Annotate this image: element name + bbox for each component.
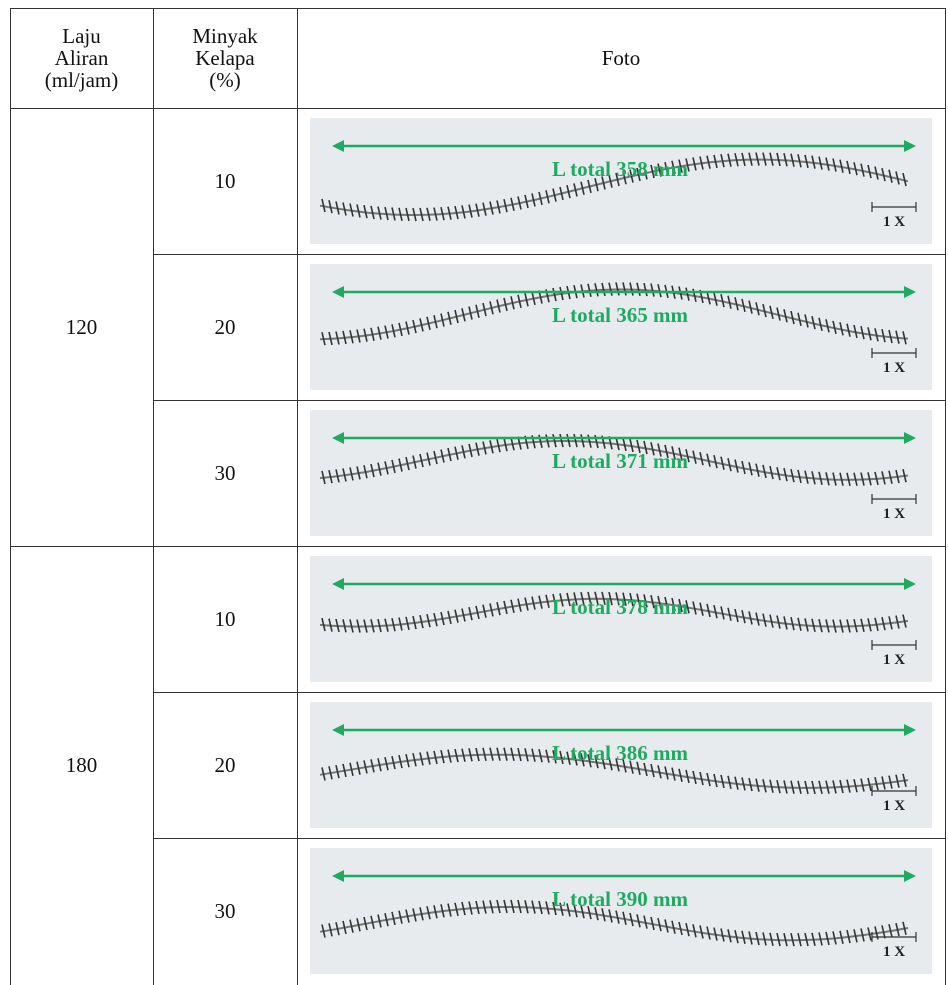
header-text: Aliran bbox=[55, 47, 109, 69]
scale-label: 1 X bbox=[883, 360, 905, 376]
photo: L total 386 mm 1 X bbox=[310, 702, 932, 828]
scale-label: 1 X bbox=[883, 214, 905, 230]
header-text: Kelapa bbox=[195, 47, 254, 69]
scale-label: 1 X bbox=[883, 798, 905, 814]
photo: L total 358 mm 1 X bbox=[310, 118, 932, 244]
header-text: (%) bbox=[209, 69, 240, 91]
length-label: L total 371 mm bbox=[552, 449, 688, 473]
photo-background bbox=[310, 848, 932, 974]
photo-background bbox=[310, 702, 932, 828]
oil-percent: 10 bbox=[153, 546, 297, 692]
flow-rate: 120 bbox=[10, 108, 153, 546]
length-label: L total 358 mm bbox=[552, 157, 688, 181]
scale-label: 1 X bbox=[883, 652, 905, 668]
photo-background bbox=[310, 264, 932, 390]
table-border bbox=[945, 8, 946, 985]
oil-percent: 30 bbox=[153, 400, 297, 546]
flow-rate: 180 bbox=[10, 546, 153, 984]
photo: L total 378 mm 1 X bbox=[310, 556, 932, 682]
scale-label: 1 X bbox=[883, 506, 905, 522]
oil-percent: 30 bbox=[153, 838, 297, 984]
length-label: L total 365 mm bbox=[552, 303, 688, 327]
length-label: L total 386 mm bbox=[552, 741, 688, 765]
table-border bbox=[10, 8, 945, 9]
photo-background bbox=[310, 410, 932, 536]
header-text: (ml/jam) bbox=[45, 69, 118, 91]
oil-percent: 10 bbox=[153, 108, 297, 254]
photo-background bbox=[310, 556, 932, 682]
oil-percent: 20 bbox=[153, 254, 297, 400]
header-cell: Laju Aliran (ml/jam) bbox=[10, 8, 153, 108]
table-page: Laju Aliran (ml/jam) Minyak Kelapa (%) F… bbox=[0, 0, 948, 985]
header-cell: Minyak Kelapa (%) bbox=[153, 8, 297, 108]
length-label: L total 390 mm bbox=[552, 887, 688, 911]
header-text: Laju bbox=[62, 25, 100, 47]
photo-background bbox=[310, 118, 932, 244]
photo: L total 371 mm 1 X bbox=[310, 410, 932, 536]
oil-percent: 20 bbox=[153, 692, 297, 838]
length-label: L total 378 mm bbox=[552, 595, 688, 619]
scale-label: 1 X bbox=[883, 944, 905, 960]
photo: L total 390 mm 1 X bbox=[310, 848, 932, 974]
header-text: Foto bbox=[602, 47, 641, 69]
header-text: Minyak bbox=[192, 25, 257, 47]
header-cell: Foto bbox=[297, 8, 945, 108]
photo: L total 365 mm 1 X bbox=[310, 264, 932, 390]
